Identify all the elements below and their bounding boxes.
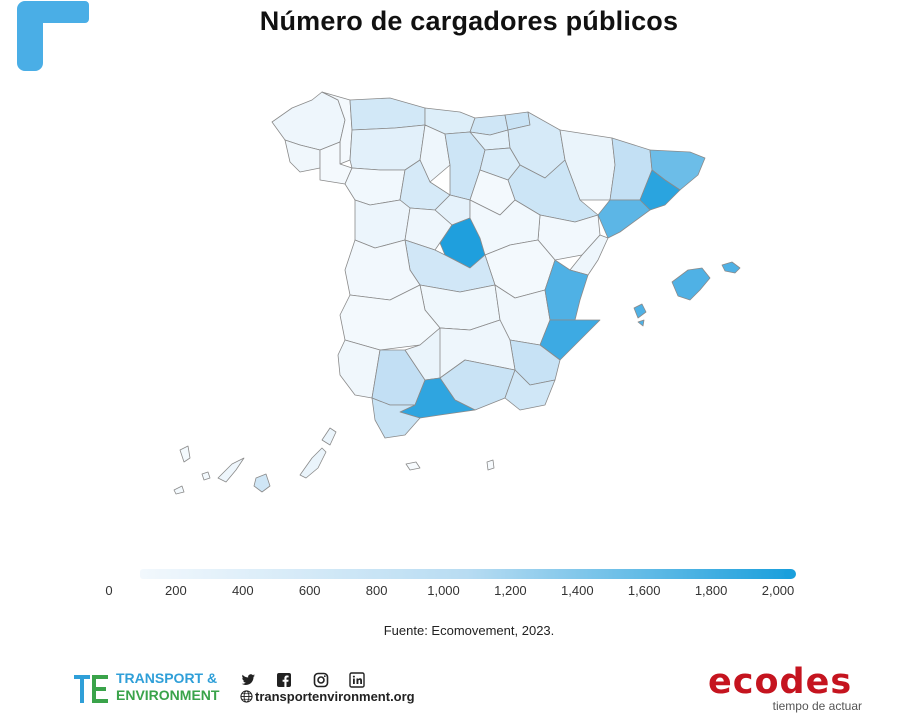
legend-tick-label: 2,000	[761, 583, 795, 598]
region-asturias	[349, 97, 426, 131]
region-la-rioja	[479, 147, 521, 181]
region-zamora	[344, 167, 406, 206]
region-la-gomera	[201, 471, 211, 481]
region-el-hierro	[173, 485, 185, 495]
source-note: Fuente: Ecomovement, 2023.	[383, 623, 555, 638]
ecodes-tagline: tiempo de actuar	[772, 699, 862, 713]
region-menorca	[721, 261, 741, 274]
region-gran-canaria	[253, 473, 271, 493]
te-line-2: ENVIRONMENT	[116, 687, 220, 703]
legend-tick-label: 1,400	[561, 583, 594, 598]
social-icons	[240, 672, 381, 688]
legend-tick-label: 1,600	[627, 583, 661, 598]
region-fuerteventura	[299, 447, 327, 479]
linkedin-icon[interactable]	[349, 672, 366, 688]
legend-tick-label: 400	[231, 583, 254, 598]
region-ceuta	[405, 461, 421, 471]
ecodes-name: ecodes	[708, 662, 853, 702]
website-text: transportenvironment.org	[255, 689, 415, 704]
region-lanzarote	[321, 427, 337, 446]
region-cadiz	[371, 397, 421, 439]
te-logo[interactable]: TRANSPORT & ENVIRONMENT	[74, 670, 234, 710]
legend-color-bar	[140, 569, 796, 579]
legend-tick-label: 800	[365, 583, 388, 598]
region-tenerife	[217, 457, 245, 483]
region-ibiza	[633, 303, 647, 319]
spain-choropleth-map	[173, 91, 741, 495]
map-title: Número de cargadores públicos	[259, 6, 679, 36]
legend-tick-label: 1,800	[694, 583, 728, 598]
region-almeria	[504, 369, 556, 411]
facebook-icon[interactable]	[276, 672, 292, 688]
region-tarragona	[597, 199, 651, 239]
instagram-icon[interactable]	[313, 672, 329, 688]
te-mark-icon	[74, 675, 108, 703]
region-a-coruna	[271, 91, 346, 151]
region-la-palma	[179, 445, 191, 463]
legend-tick-label: 600	[298, 583, 321, 598]
region-leon	[349, 124, 426, 171]
legend-tick-label: 1,200	[494, 583, 527, 598]
ecodes-logo[interactable]: ecodes tiempo de actuar	[708, 662, 868, 714]
te-line-1: TRANSPORT &	[116, 670, 218, 686]
region-palencia	[419, 124, 451, 183]
globe-icon	[240, 690, 253, 703]
website-link[interactable]: transportenvironment.org	[240, 689, 415, 704]
legend-tick-label: 200	[165, 583, 187, 598]
region-mallorca	[671, 267, 711, 301]
legend-tick-label: 1,000	[427, 583, 460, 598]
corner-accent	[17, 1, 89, 71]
twitter-icon[interactable]	[240, 672, 256, 688]
region-formentera	[637, 319, 645, 327]
region-melilla	[486, 459, 495, 471]
legend-tick-label: 0	[105, 583, 113, 598]
